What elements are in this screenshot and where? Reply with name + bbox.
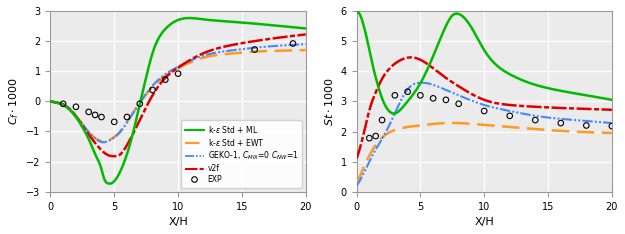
X-axis label: X/H: X/H xyxy=(474,217,494,227)
Point xyxy=(377,118,387,122)
Point xyxy=(84,110,94,114)
Point xyxy=(288,42,298,45)
Point xyxy=(505,114,515,118)
Point xyxy=(109,120,119,124)
Point xyxy=(556,121,566,125)
Point xyxy=(581,124,591,127)
Point xyxy=(441,98,451,102)
Point xyxy=(371,134,381,138)
Point xyxy=(364,136,374,140)
Legend: k-$\varepsilon$ Std + ML, k-$\varepsilon$ Std + EWT, GEKO-1, $C_{MIX}$=0 $C_{NW}: k-$\varepsilon$ Std + ML, k-$\varepsilon… xyxy=(181,120,302,188)
Point xyxy=(122,115,132,119)
Point xyxy=(428,96,438,100)
Point xyxy=(402,90,412,94)
Point xyxy=(71,105,81,109)
Point xyxy=(454,102,464,106)
Point xyxy=(96,115,106,119)
Point xyxy=(58,102,68,106)
Point xyxy=(390,93,400,97)
Point xyxy=(530,118,540,122)
Y-axis label: $St \cdot 1000$: $St \cdot 1000$ xyxy=(323,77,335,126)
Point xyxy=(148,88,158,92)
Point xyxy=(479,109,489,113)
Point xyxy=(90,113,100,117)
Point xyxy=(160,78,170,81)
Y-axis label: $C_f \cdot 1000$: $C_f \cdot 1000$ xyxy=(7,77,21,125)
X-axis label: X/H: X/H xyxy=(168,217,188,227)
Point xyxy=(135,102,145,106)
Point xyxy=(416,93,426,97)
Point xyxy=(173,72,183,76)
Point xyxy=(607,124,617,128)
Point xyxy=(249,48,259,51)
